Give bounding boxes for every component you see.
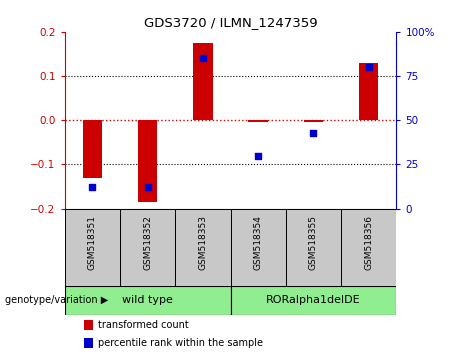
Point xyxy=(365,64,372,70)
Bar xyxy=(230,209,286,286)
Text: wild type: wild type xyxy=(122,295,173,305)
Point xyxy=(199,56,207,61)
Text: GSM518356: GSM518356 xyxy=(364,215,373,270)
Bar xyxy=(286,209,341,286)
Bar xyxy=(65,209,120,286)
Bar xyxy=(83,120,102,178)
Bar xyxy=(230,286,396,315)
Bar xyxy=(248,120,268,122)
Text: RORalpha1delDE: RORalpha1delDE xyxy=(266,295,361,305)
Bar xyxy=(84,338,93,348)
Text: GSM518355: GSM518355 xyxy=(309,215,318,270)
Bar xyxy=(341,209,396,286)
Text: genotype/variation ▶: genotype/variation ▶ xyxy=(5,295,108,305)
Text: transformed count: transformed count xyxy=(98,320,189,330)
Title: GDS3720 / ILMN_1247359: GDS3720 / ILMN_1247359 xyxy=(144,16,317,29)
Bar xyxy=(84,320,93,330)
Point xyxy=(144,184,151,190)
Text: percentile rank within the sample: percentile rank within the sample xyxy=(98,338,263,348)
Text: GSM518354: GSM518354 xyxy=(254,215,263,270)
Bar xyxy=(120,209,175,286)
Text: GSM518353: GSM518353 xyxy=(198,215,207,270)
Text: GSM518352: GSM518352 xyxy=(143,215,152,270)
Bar xyxy=(175,209,230,286)
Bar xyxy=(193,43,213,120)
Bar xyxy=(138,120,157,202)
Point xyxy=(254,153,262,158)
Bar xyxy=(304,120,323,122)
Text: GSM518351: GSM518351 xyxy=(88,215,97,270)
Bar xyxy=(65,286,230,315)
Point xyxy=(89,184,96,190)
Point xyxy=(310,130,317,136)
Bar xyxy=(359,63,378,120)
